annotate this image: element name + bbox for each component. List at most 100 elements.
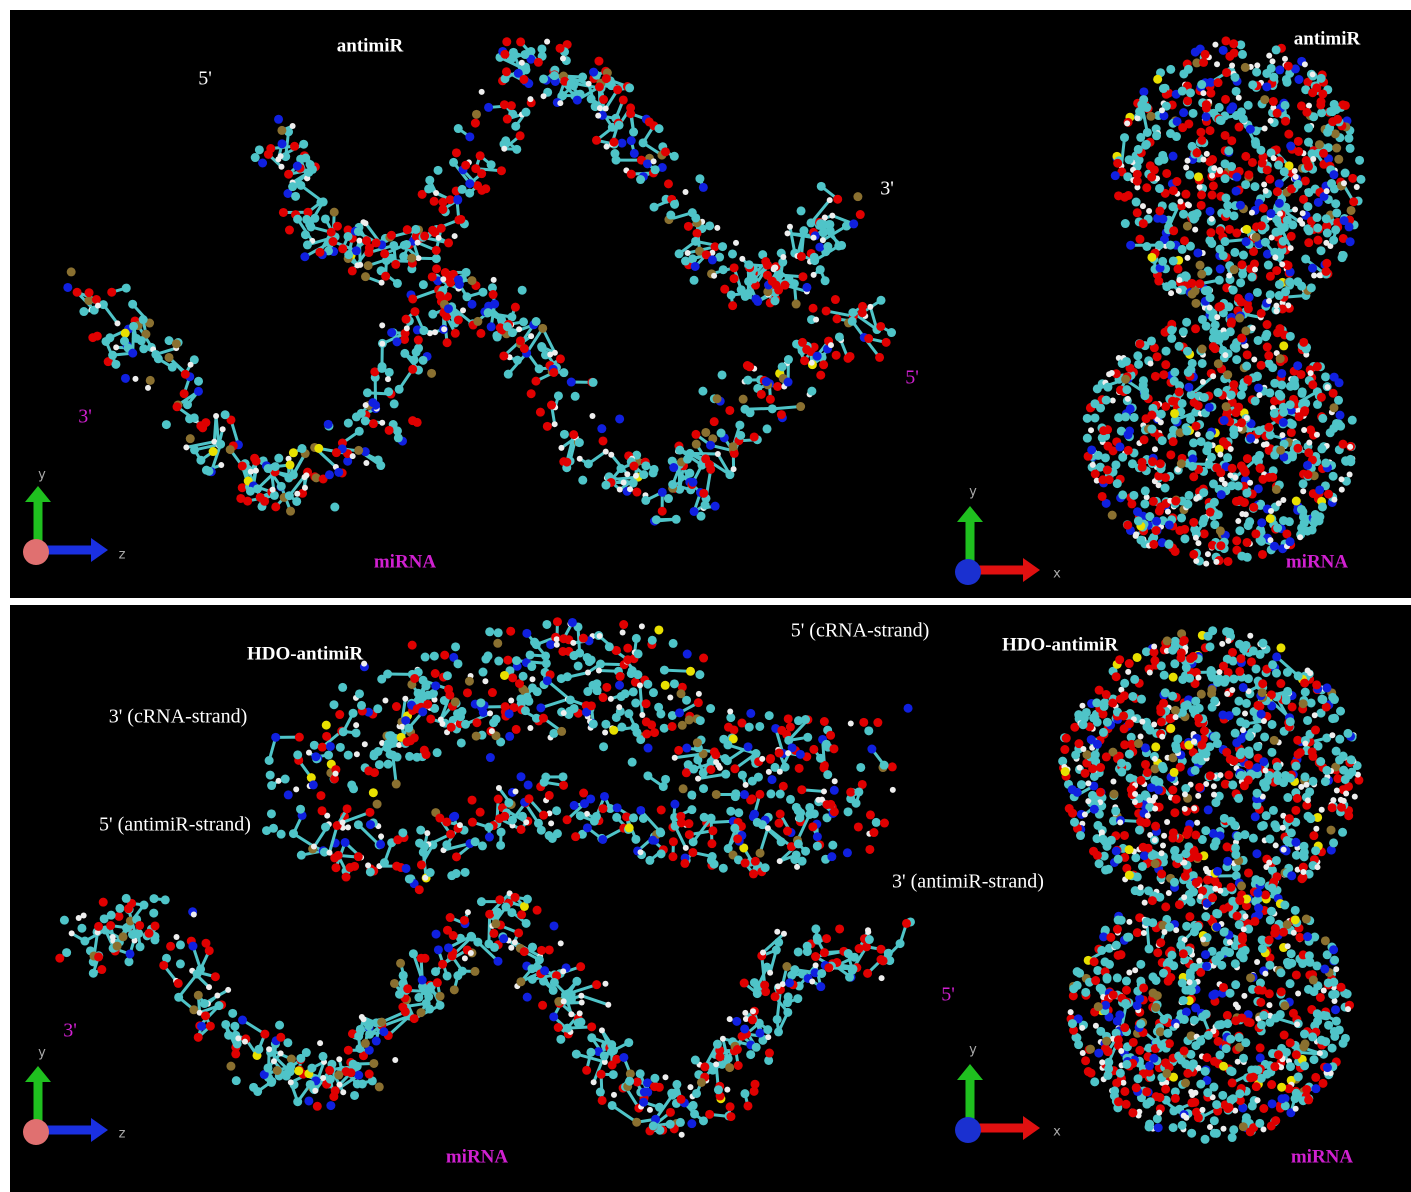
atom [1257, 309, 1266, 318]
atom [1224, 771, 1233, 780]
atom [1244, 170, 1253, 179]
atom [317, 1040, 323, 1046]
atom [176, 940, 185, 949]
atom [454, 275, 463, 284]
atom [832, 778, 838, 784]
atom [1216, 226, 1225, 235]
atom [1254, 383, 1263, 392]
atom [1227, 390, 1236, 399]
atom [537, 44, 546, 53]
atom [1162, 282, 1171, 291]
atom [636, 175, 645, 184]
atom [844, 807, 853, 816]
atom [1177, 513, 1186, 522]
atom [1149, 540, 1158, 549]
atom [385, 426, 394, 435]
atom [1303, 461, 1312, 470]
atom [260, 1030, 269, 1039]
atom [316, 198, 325, 207]
atom [1221, 237, 1230, 246]
atom [1170, 368, 1179, 377]
atom [558, 940, 564, 946]
atom [824, 963, 833, 972]
atom [599, 1027, 605, 1033]
atom [623, 644, 632, 653]
atom [550, 978, 559, 987]
atom [556, 354, 565, 363]
atom [1277, 211, 1283, 217]
atom [1090, 413, 1099, 422]
atom [1302, 61, 1308, 67]
atom [444, 943, 453, 952]
atom [297, 851, 306, 860]
atom [1324, 490, 1333, 499]
atom [394, 433, 403, 442]
atom [166, 942, 175, 951]
atom [300, 252, 309, 261]
atom [1164, 540, 1173, 549]
atom [477, 186, 486, 195]
atom [324, 751, 333, 760]
atom [707, 839, 716, 848]
atom [821, 276, 830, 285]
atom [181, 370, 190, 379]
atom [1198, 345, 1207, 354]
atom [1222, 352, 1228, 358]
atom [785, 230, 791, 236]
atom [278, 1050, 284, 1056]
atom [518, 812, 527, 821]
atom [823, 242, 832, 251]
atom [780, 281, 789, 290]
atom [633, 473, 639, 479]
atom [191, 912, 197, 918]
atom [501, 136, 510, 145]
atom [787, 224, 793, 230]
atom [354, 1032, 363, 1041]
atom [258, 159, 267, 168]
atom [1340, 216, 1349, 225]
atom [1193, 496, 1199, 502]
atom [1094, 451, 1103, 460]
atom [238, 1016, 247, 1025]
atom [490, 943, 499, 952]
atom [1202, 112, 1211, 121]
atom [190, 445, 199, 454]
atom [648, 636, 657, 645]
atom [535, 364, 544, 373]
atom [1300, 519, 1309, 528]
atom [278, 153, 284, 159]
atom [785, 750, 791, 756]
atom [293, 162, 302, 171]
atom [1228, 464, 1237, 473]
atom [677, 689, 686, 698]
atom [1299, 338, 1308, 347]
atom [631, 699, 640, 708]
atom [336, 1056, 342, 1062]
atom [399, 724, 405, 730]
atom [858, 308, 867, 317]
atom [413, 418, 422, 427]
atom [284, 473, 293, 482]
atom [1220, 332, 1229, 341]
atom [402, 315, 411, 324]
atom [677, 1095, 686, 1104]
atom [1197, 184, 1203, 190]
atom [1187, 279, 1196, 288]
atom [650, 728, 659, 737]
atom [1232, 173, 1241, 182]
atom [1275, 280, 1284, 289]
atom [465, 677, 474, 686]
atom [523, 993, 532, 1002]
atom [1357, 175, 1366, 184]
atom [589, 378, 598, 387]
atom [710, 417, 719, 426]
atom [775, 819, 784, 828]
atom [662, 1074, 668, 1080]
atom [873, 718, 882, 727]
atom [410, 1014, 419, 1023]
atom [1125, 396, 1131, 402]
atom [1168, 202, 1177, 211]
atom [672, 755, 678, 761]
atom [607, 1040, 616, 1049]
atom [1178, 87, 1187, 96]
